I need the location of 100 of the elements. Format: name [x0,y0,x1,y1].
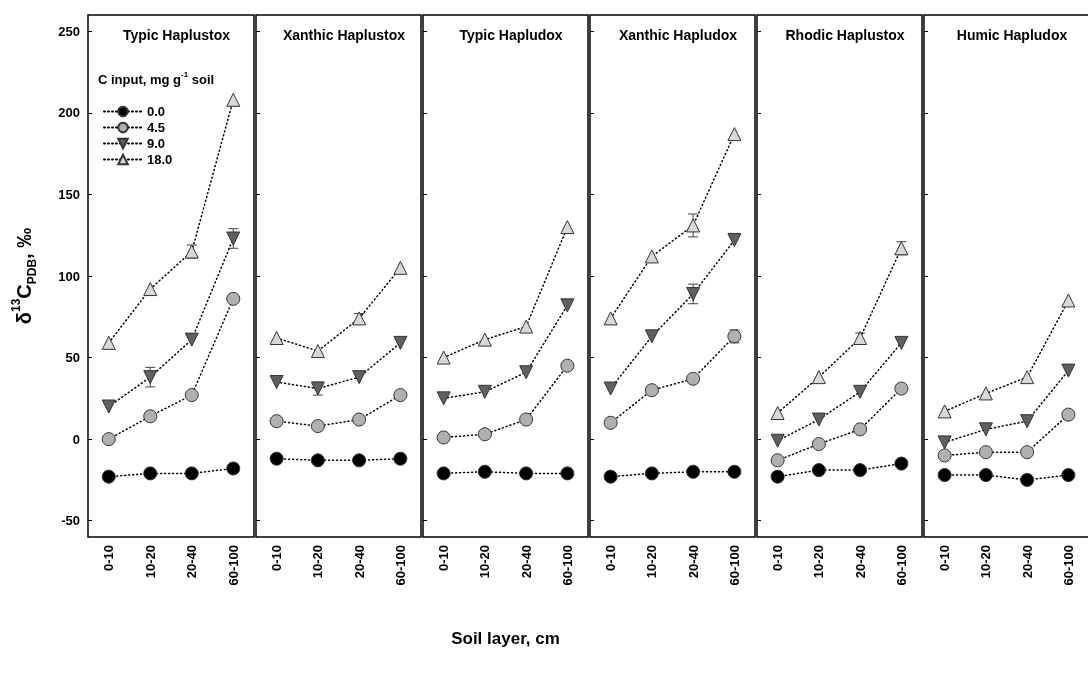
point [269,451,284,466]
point [226,291,241,306]
x-tick-label: 20-40 [184,545,200,579]
point [937,468,952,483]
point [352,370,367,385]
point [937,404,952,419]
point [101,432,116,447]
point [477,427,492,442]
point [644,466,659,481]
point [978,386,993,401]
point [894,456,909,471]
point [770,469,785,484]
x-tick-label: 60-100 [225,545,241,586]
point [519,365,534,380]
text: Rhodic Haplustox [785,27,905,43]
point [770,453,785,468]
point [644,249,659,264]
point [978,445,993,460]
point [560,358,575,373]
point [603,469,618,484]
x-tick-label: 0-10 [937,545,953,572]
x-tick-label: 10-20 [644,545,660,579]
x-tick-label: 10-20 [811,545,827,579]
point [603,381,618,396]
point [560,298,575,313]
point [477,384,492,399]
legend-label: 9.0 [147,136,166,151]
point [894,335,909,350]
x-tick-label: 0-10 [603,545,619,572]
point [1020,445,1035,460]
y-tick-label: 100 [58,268,80,284]
x-tick-label: 20-40 [1019,545,1035,579]
point [310,344,325,359]
point [811,463,826,478]
point [393,451,408,466]
text: Typic Haplustox [122,27,231,43]
point [853,330,868,345]
point [727,233,742,248]
point [143,282,158,297]
point [143,370,158,385]
y-tick-label: 250 [58,23,80,39]
x-tick-label: 0-10 [269,545,285,572]
point [184,332,199,347]
point [853,463,868,478]
y-tick-label: 50 [65,350,80,366]
x-tick-label: 10-20 [978,545,994,579]
x-tick-label: 60-100 [559,545,575,586]
point [436,430,451,445]
point [477,464,492,479]
point [770,406,785,421]
y-tick-label: 150 [58,186,80,202]
point [310,453,325,468]
point [477,332,492,347]
x-tick-label: 20-40 [518,545,534,579]
point [393,335,408,350]
point [436,350,451,365]
x-tick-label: 20-40 [351,545,367,579]
point [1061,363,1076,378]
legend-label: 18.0 [147,152,173,167]
point [978,422,993,437]
legend-label: 0.0 [147,104,166,119]
x-tick-label: 0-10 [436,545,452,572]
point [560,220,575,235]
x-tick-label: 60-100 [726,545,742,586]
point [644,383,659,398]
point [937,448,952,463]
y-tick-label: 0 [72,431,80,447]
x-axis-title: Soil layer, cm [451,629,560,648]
point [811,370,826,385]
point [310,419,325,434]
x-tick-label: 20-40 [685,545,701,579]
y-tick-label: 200 [58,105,80,121]
point [853,422,868,437]
point [519,412,534,427]
point [1020,414,1035,429]
x-tick-label: 60-100 [893,545,909,586]
point [603,311,618,326]
point [727,127,742,142]
point [184,466,199,481]
text: Xanthic Haplustox [282,27,406,43]
point [686,464,701,479]
x-tick-label: 60-100 [392,545,408,586]
point [101,469,116,484]
point [352,412,367,427]
point [1020,370,1035,385]
point [436,391,451,406]
point [519,466,534,481]
x-tick-label: 10-20 [477,545,493,579]
point [393,260,408,275]
text: Xanthic Hapludox [618,27,738,43]
point [1061,407,1076,422]
text: Humic Hapludox [956,27,1068,43]
x-tick-label: 0-10 [101,545,117,572]
point [436,466,451,481]
point [686,286,701,301]
point [644,329,659,344]
point [1020,472,1035,487]
y-tick-label: -50 [61,513,80,529]
point [811,437,826,452]
x-tick-label: 0-10 [770,545,786,572]
